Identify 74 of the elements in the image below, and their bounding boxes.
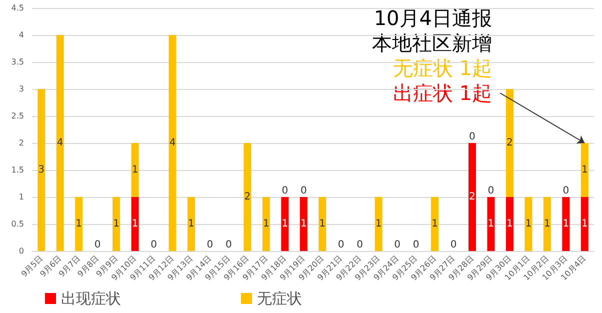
data-label: 0 — [282, 186, 288, 196]
data-label: 0 — [338, 240, 344, 250]
data-label: 0 — [394, 240, 400, 250]
data-label: 1 — [132, 164, 138, 176]
bar — [262, 197, 270, 251]
y-tick-label: 4 — [18, 30, 24, 40]
data-label: 1 — [262, 218, 270, 230]
data-label: 0 — [450, 240, 457, 250]
bar — [168, 35, 176, 251]
y-tick-label: 2 — [18, 138, 24, 148]
data-label: 0 — [412, 240, 420, 250]
data-label: 0 — [488, 186, 494, 196]
bar — [281, 197, 289, 251]
bar — [300, 197, 308, 251]
data-label: 0 — [206, 240, 214, 250]
y-tick-label: 1 — [18, 192, 24, 202]
data-label: 1 — [300, 218, 307, 230]
bar — [374, 197, 382, 251]
data-label: 1 — [506, 218, 513, 230]
y-tick-label: 2.5 — [11, 112, 24, 120]
bar — [487, 197, 495, 251]
legend-label: 无症状 — [257, 290, 302, 308]
y-tick-label: 4.5 — [11, 4, 24, 12]
legend-label: 出现症状 — [61, 290, 121, 308]
bar — [562, 197, 570, 251]
data-label: 1 — [488, 218, 494, 230]
bar — [543, 197, 551, 251]
y-tick-label: 0 — [18, 246, 24, 256]
data-label: 1 — [132, 218, 138, 230]
data-label: 2 — [469, 192, 476, 202]
data-label: 0 — [469, 132, 476, 142]
bar — [56, 35, 64, 251]
data-label: 4 — [169, 138, 176, 148]
data-label: 1 — [525, 218, 532, 230]
bar — [38, 89, 46, 251]
data-label: 0 — [356, 240, 364, 250]
data-label: 1 — [76, 218, 82, 230]
data-label: 1 — [562, 218, 570, 230]
data-label: 2 — [506, 138, 513, 148]
data-label: 1 — [432, 218, 438, 230]
data-label: 3 — [38, 164, 45, 176]
bar — [131, 197, 139, 251]
data-label: 0 — [94, 240, 101, 250]
data-label: 1 — [581, 164, 588, 176]
bar — [431, 197, 439, 251]
bar — [580, 197, 588, 251]
bar — [524, 197, 532, 251]
bar — [506, 197, 514, 251]
bar — [75, 197, 83, 251]
bar — [187, 197, 195, 251]
data-label: 1 — [282, 218, 288, 230]
data-label: 1 — [375, 218, 382, 230]
bar — [131, 143, 139, 197]
y-tick-label: 0.5 — [11, 220, 24, 228]
data-label: 1 — [319, 218, 326, 230]
data-label: 1 — [188, 218, 194, 230]
y-tick-label: 1.5 — [11, 166, 24, 174]
data-label: 4 — [56, 138, 64, 148]
data-label: 0 — [300, 186, 307, 196]
bar — [318, 197, 326, 251]
data-label: 1 — [113, 218, 120, 230]
y-tick-label: 3.5 — [11, 58, 24, 66]
bar — [112, 197, 120, 251]
bar — [468, 143, 476, 251]
annotation: 10月4日通报 — [374, 6, 492, 30]
data-label: 2 — [244, 192, 251, 202]
data-label: 1 — [544, 218, 550, 230]
data-label: 0 — [150, 240, 157, 250]
data-label: 0 — [562, 186, 570, 196]
bar — [506, 89, 514, 197]
data-label: 0 — [226, 240, 232, 250]
y-tick-label: 3 — [18, 84, 24, 94]
data-label: 1 — [581, 218, 588, 230]
bar — [244, 143, 252, 251]
